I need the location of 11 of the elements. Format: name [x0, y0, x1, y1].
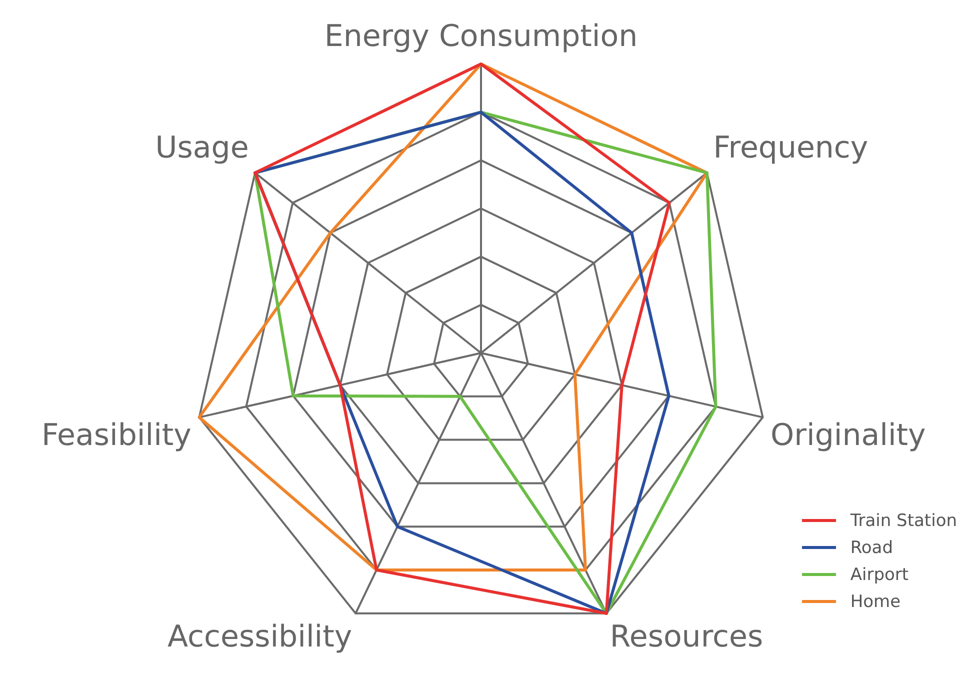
spoke-label: Feasibility	[41, 418, 192, 453]
spoke-label: Frequency	[713, 130, 868, 166]
legend-label: Train Station	[850, 510, 957, 530]
legend-label: Home	[850, 592, 901, 612]
spoke-label: Originality	[770, 418, 926, 453]
spoke-label: Usage	[155, 130, 249, 166]
spoke-label: Resources	[610, 619, 764, 654]
legend-label: Road	[850, 538, 894, 558]
spoke-label: Energy Consumption	[324, 18, 638, 54]
legend-label: Airport	[850, 564, 909, 584]
spoke-label: Accessibility	[168, 619, 352, 654]
